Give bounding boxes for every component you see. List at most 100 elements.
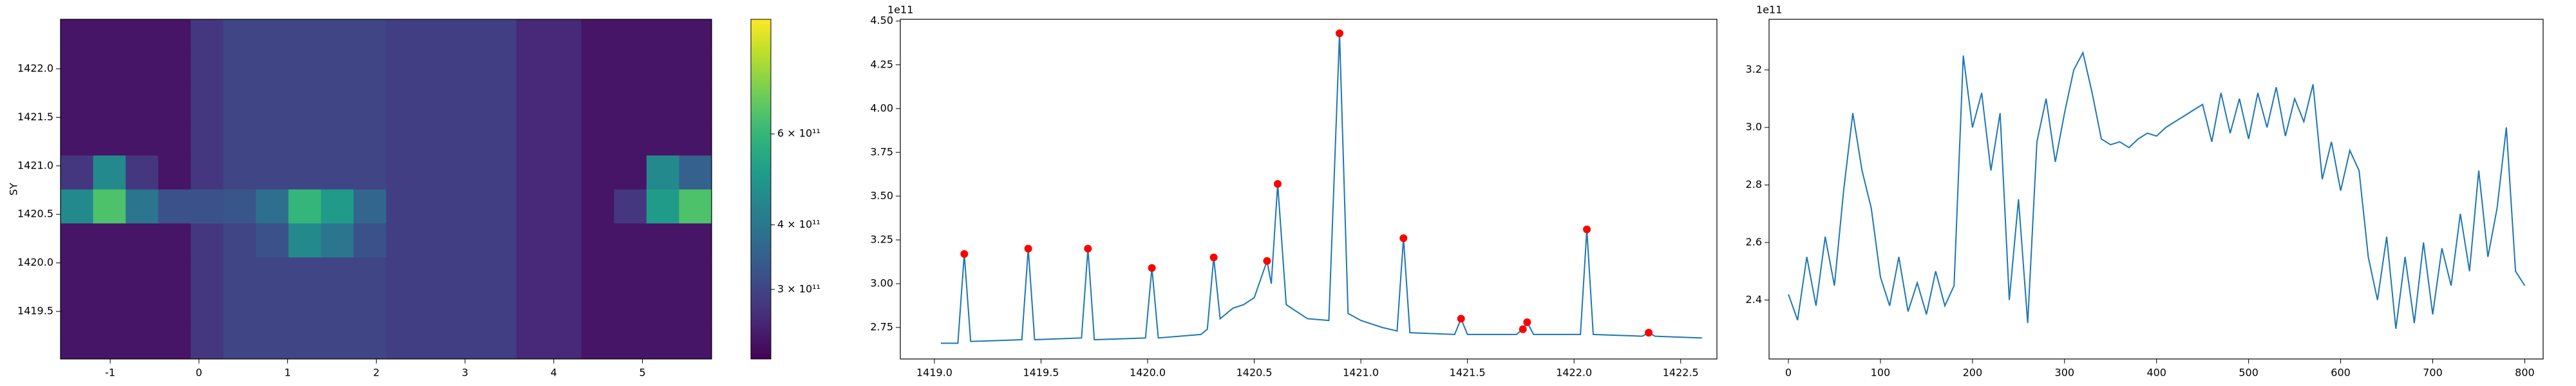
heatmap-cell [679, 189, 712, 224]
heatmap-cell [549, 325, 582, 360]
heatmap-cell [646, 189, 679, 224]
heatmap-cell [581, 223, 614, 258]
x-tick-label: 100 [1871, 367, 1891, 379]
heatmap-cell [93, 325, 126, 360]
heatmap-cell [386, 19, 419, 54]
heatmap-cell [516, 325, 549, 360]
heatmap-cell [126, 19, 159, 54]
heatmap-cell [93, 121, 126, 156]
heatmap-cell [126, 223, 159, 258]
heatmap-cell [484, 325, 517, 360]
line [1788, 51, 2526, 329]
x-tick-label: 500 [2239, 367, 2259, 379]
heatmap-cell [516, 223, 549, 258]
heatmap-cell [256, 87, 289, 122]
heatmap-cell [321, 87, 354, 122]
heatmap-cell [386, 223, 419, 258]
heatmap-cell [549, 121, 582, 156]
heatmap-cell [484, 53, 517, 88]
heatmap-cell [288, 257, 321, 291]
heatmap-cell [386, 291, 419, 326]
heatmap-cell [93, 53, 126, 88]
heatmap-cell [646, 291, 679, 326]
heatmap-cell [581, 53, 614, 88]
heatmap-cell [223, 87, 256, 122]
heatmap-cell [353, 291, 386, 326]
heatmap-cell [516, 87, 549, 122]
heatmap-cell [158, 257, 191, 291]
x-tick-label: 300 [2055, 367, 2075, 379]
heatmap-cell [386, 121, 419, 156]
heatmap-cell [419, 291, 452, 326]
heatmap-cell [223, 223, 256, 258]
heatmap-cell [516, 189, 549, 224]
peak-marker [1273, 179, 1282, 188]
heatmap-cell [484, 19, 517, 54]
heatmap-cell [646, 155, 679, 190]
heatmap-cell [679, 223, 712, 258]
heatmap-cell [353, 87, 386, 122]
heatmap-cell [191, 223, 224, 258]
x-tick-label: 200 [1963, 367, 1983, 379]
heatmap-cell [288, 155, 321, 190]
heatmap-cell [126, 291, 159, 326]
peak-marker [960, 250, 969, 258]
heatmap-cell [288, 87, 321, 122]
heatmap-cell [581, 291, 614, 326]
heatmap-cell [288, 189, 321, 224]
heatmap-cell [679, 53, 712, 88]
heatmap-cell [646, 53, 679, 88]
heatmap-cell [614, 325, 647, 360]
heatmap-cell [321, 189, 354, 224]
heatmap-cell [256, 189, 289, 224]
heatmap-cell [61, 53, 94, 88]
heatmap-cell [451, 19, 484, 54]
y-tick-label: 1420.0 [17, 256, 53, 268]
x-tick-label: 1421.5 [1450, 367, 1486, 379]
heatmap-cell [451, 189, 484, 224]
x-tick-label: 5 [639, 367, 645, 379]
y-tick-label: 2.8 [1746, 178, 1762, 190]
heatmap-cell [288, 53, 321, 88]
heatmap-cell [484, 257, 517, 291]
heatmap-cell [61, 87, 94, 122]
x-tick-label: 1419.0 [916, 367, 952, 379]
heatmap-cell [679, 87, 712, 122]
x-tick-label: 1420.0 [1130, 367, 1166, 379]
heatmap-cell [679, 121, 712, 156]
heatmap-cell [386, 257, 419, 291]
heatmap-cell [61, 325, 94, 360]
heatmap-cell [256, 121, 289, 156]
heatmap-cell [679, 325, 712, 360]
heatmap-cell [321, 121, 354, 156]
y-tick-label: 3.25 [870, 233, 893, 245]
y-tick-label: 3.0 [1746, 121, 1762, 133]
heatmap-cell [451, 53, 484, 88]
heatmap-cell [321, 19, 354, 54]
heatmap-cell [223, 121, 256, 156]
heatmap-cell [321, 291, 354, 326]
peak-marker [1399, 234, 1408, 243]
heatmap-cell [93, 19, 126, 54]
heatmap-cell [353, 325, 386, 360]
heatmap-cell [614, 291, 647, 326]
heatmap-cell [353, 155, 386, 190]
heatmap-cell [158, 87, 191, 122]
heatmap-cell [61, 19, 94, 54]
heatmap-cell [321, 325, 354, 360]
x-tick-label: 0 [1785, 367, 1792, 379]
x-tick-label: 700 [2423, 367, 2443, 379]
heatmap-cell [126, 53, 159, 88]
heatmap-cell [158, 189, 191, 224]
peak-marker [1209, 253, 1218, 262]
heatmap-cell [353, 257, 386, 291]
heatmap-cell [288, 291, 321, 326]
heatmap-cell [581, 257, 614, 291]
heatmap-cell [61, 291, 94, 326]
heatmap-cell [614, 257, 647, 291]
heatmap-cell [126, 121, 159, 156]
heatmap-cell [386, 325, 419, 360]
heatmap-cell [549, 257, 582, 291]
heatmap-cell [288, 19, 321, 54]
